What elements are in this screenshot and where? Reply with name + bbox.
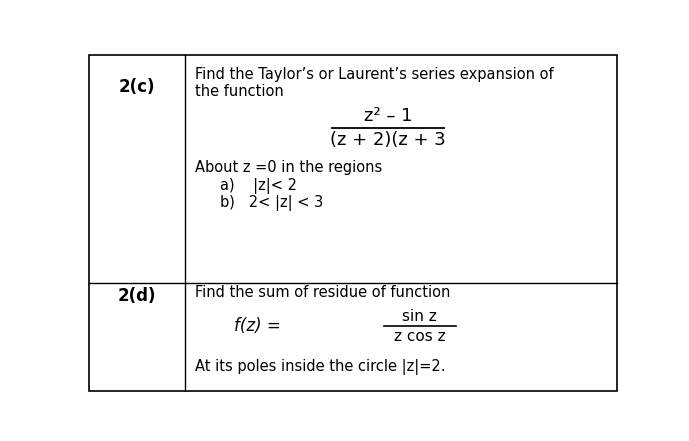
Text: (z + 2)(z + 3: (z + 2)(z + 3 [330,131,446,149]
Text: 2(d): 2(d) [118,287,156,305]
Text: Find the Taylor’s or Laurent’s series expansion of: Find the Taylor’s or Laurent’s series ex… [194,67,553,82]
Text: 2(c): 2(c) [119,78,155,96]
Text: z² – 1: z² – 1 [364,107,412,125]
Text: sin z: sin z [402,309,438,324]
Text: At its poles inside the circle |z|=2.: At its poles inside the circle |z|=2. [194,359,445,375]
Text: z cos z: z cos z [394,329,446,344]
Text: About z =0 in the regions: About z =0 in the regions [194,160,382,175]
Text: Find the sum of residue of function: Find the sum of residue of function [194,285,450,300]
Text: f(z) =: f(z) = [234,317,281,335]
Text: the function: the function [194,85,283,100]
Text: b)   2< |z| < 3: b) 2< |z| < 3 [220,195,323,211]
Text: a)    |z|< 2: a) |z|< 2 [220,178,297,194]
